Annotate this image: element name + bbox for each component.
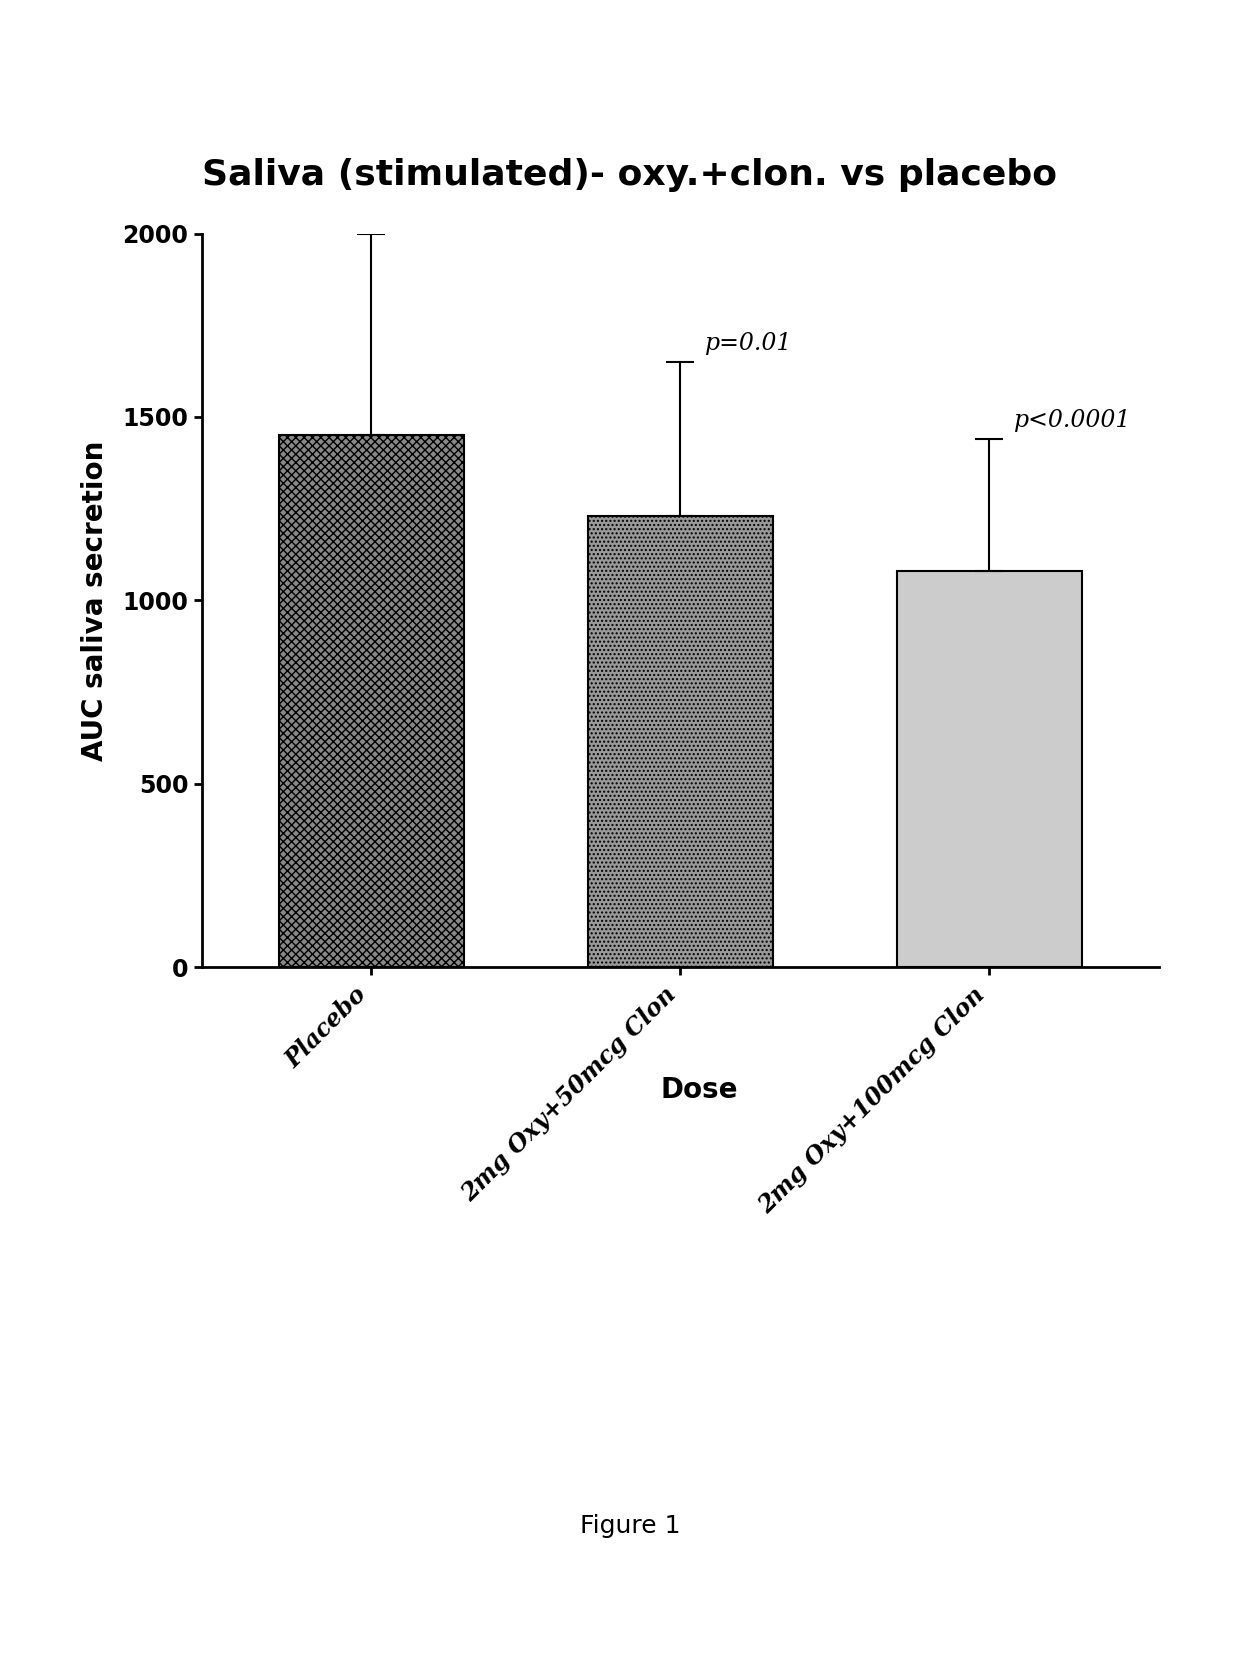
Bar [587,515,774,967]
Text: p<0.0001: p<0.0001 [1014,409,1131,432]
Y-axis label: AUC saliva secretion: AUC saliva secretion [81,440,108,761]
Bar [897,570,1082,967]
Text: Dose: Dose [660,1076,738,1104]
Text: Saliva (stimulated)- oxy.+clon. vs placebo: Saliva (stimulated)- oxy.+clon. vs place… [203,158,1057,192]
Text: p=0.01: p=0.01 [706,332,793,355]
Text: Figure 1: Figure 1 [580,1515,680,1538]
Bar [278,435,464,967]
